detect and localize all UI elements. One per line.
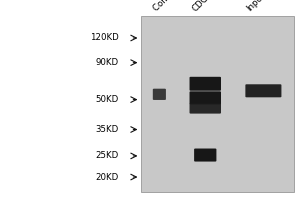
FancyBboxPatch shape xyxy=(153,89,166,100)
FancyBboxPatch shape xyxy=(245,84,281,97)
Text: 90KD: 90KD xyxy=(95,58,119,67)
FancyBboxPatch shape xyxy=(190,77,221,91)
FancyBboxPatch shape xyxy=(190,91,221,104)
Text: Control IgG: Control IgG xyxy=(152,0,192,13)
FancyBboxPatch shape xyxy=(190,103,221,114)
Text: 20KD: 20KD xyxy=(95,173,119,182)
Text: 50KD: 50KD xyxy=(95,95,119,104)
FancyBboxPatch shape xyxy=(194,149,216,162)
Text: 35KD: 35KD xyxy=(95,125,119,134)
Bar xyxy=(141,16,294,192)
Text: CDC25C: CDC25C xyxy=(190,0,222,13)
Text: Input: Input xyxy=(244,0,267,13)
Text: 120KD: 120KD xyxy=(90,33,119,43)
Text: 25KD: 25KD xyxy=(95,151,119,160)
